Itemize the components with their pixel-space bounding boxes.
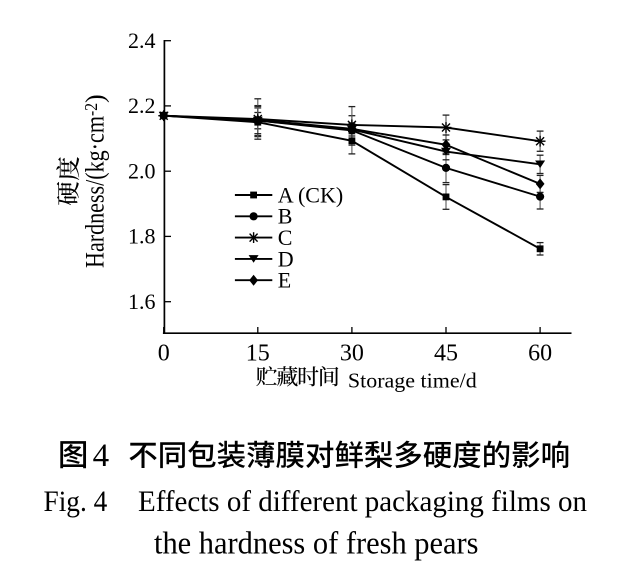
svg-text:Effects of different packaging: Effects of different packaging films on	[138, 485, 587, 518]
svg-text:the hardness of fresh pears: the hardness of fresh pears	[154, 526, 479, 561]
svg-text:45: 45	[434, 341, 458, 367]
svg-text:A (CK): A (CK)	[278, 182, 343, 207]
svg-text:E: E	[278, 268, 291, 293]
svg-text:): )	[81, 94, 110, 103]
svg-text:2.0: 2.0	[128, 159, 156, 184]
svg-text:C: C	[278, 225, 293, 250]
svg-text:Fig. 4: Fig. 4	[44, 485, 108, 518]
svg-text:Hardness/(kg·cm: Hardness/(kg·cm	[81, 116, 110, 268]
svg-text:1.8: 1.8	[128, 224, 156, 249]
svg-text:2.4: 2.4	[128, 28, 156, 53]
svg-text:B: B	[278, 204, 293, 229]
svg-text:1.6: 1.6	[128, 289, 156, 314]
svg-text:30: 30	[340, 341, 364, 367]
svg-text:-2: -2	[81, 103, 101, 116]
svg-text:Storage time/d: Storage time/d	[348, 368, 477, 392]
svg-text:2.2: 2.2	[128, 93, 156, 118]
svg-text:15: 15	[246, 341, 270, 367]
svg-text:4: 4	[93, 438, 110, 474]
svg-text:D: D	[278, 246, 294, 271]
svg-text:0: 0	[158, 341, 170, 367]
svg-text:60: 60	[528, 341, 552, 367]
